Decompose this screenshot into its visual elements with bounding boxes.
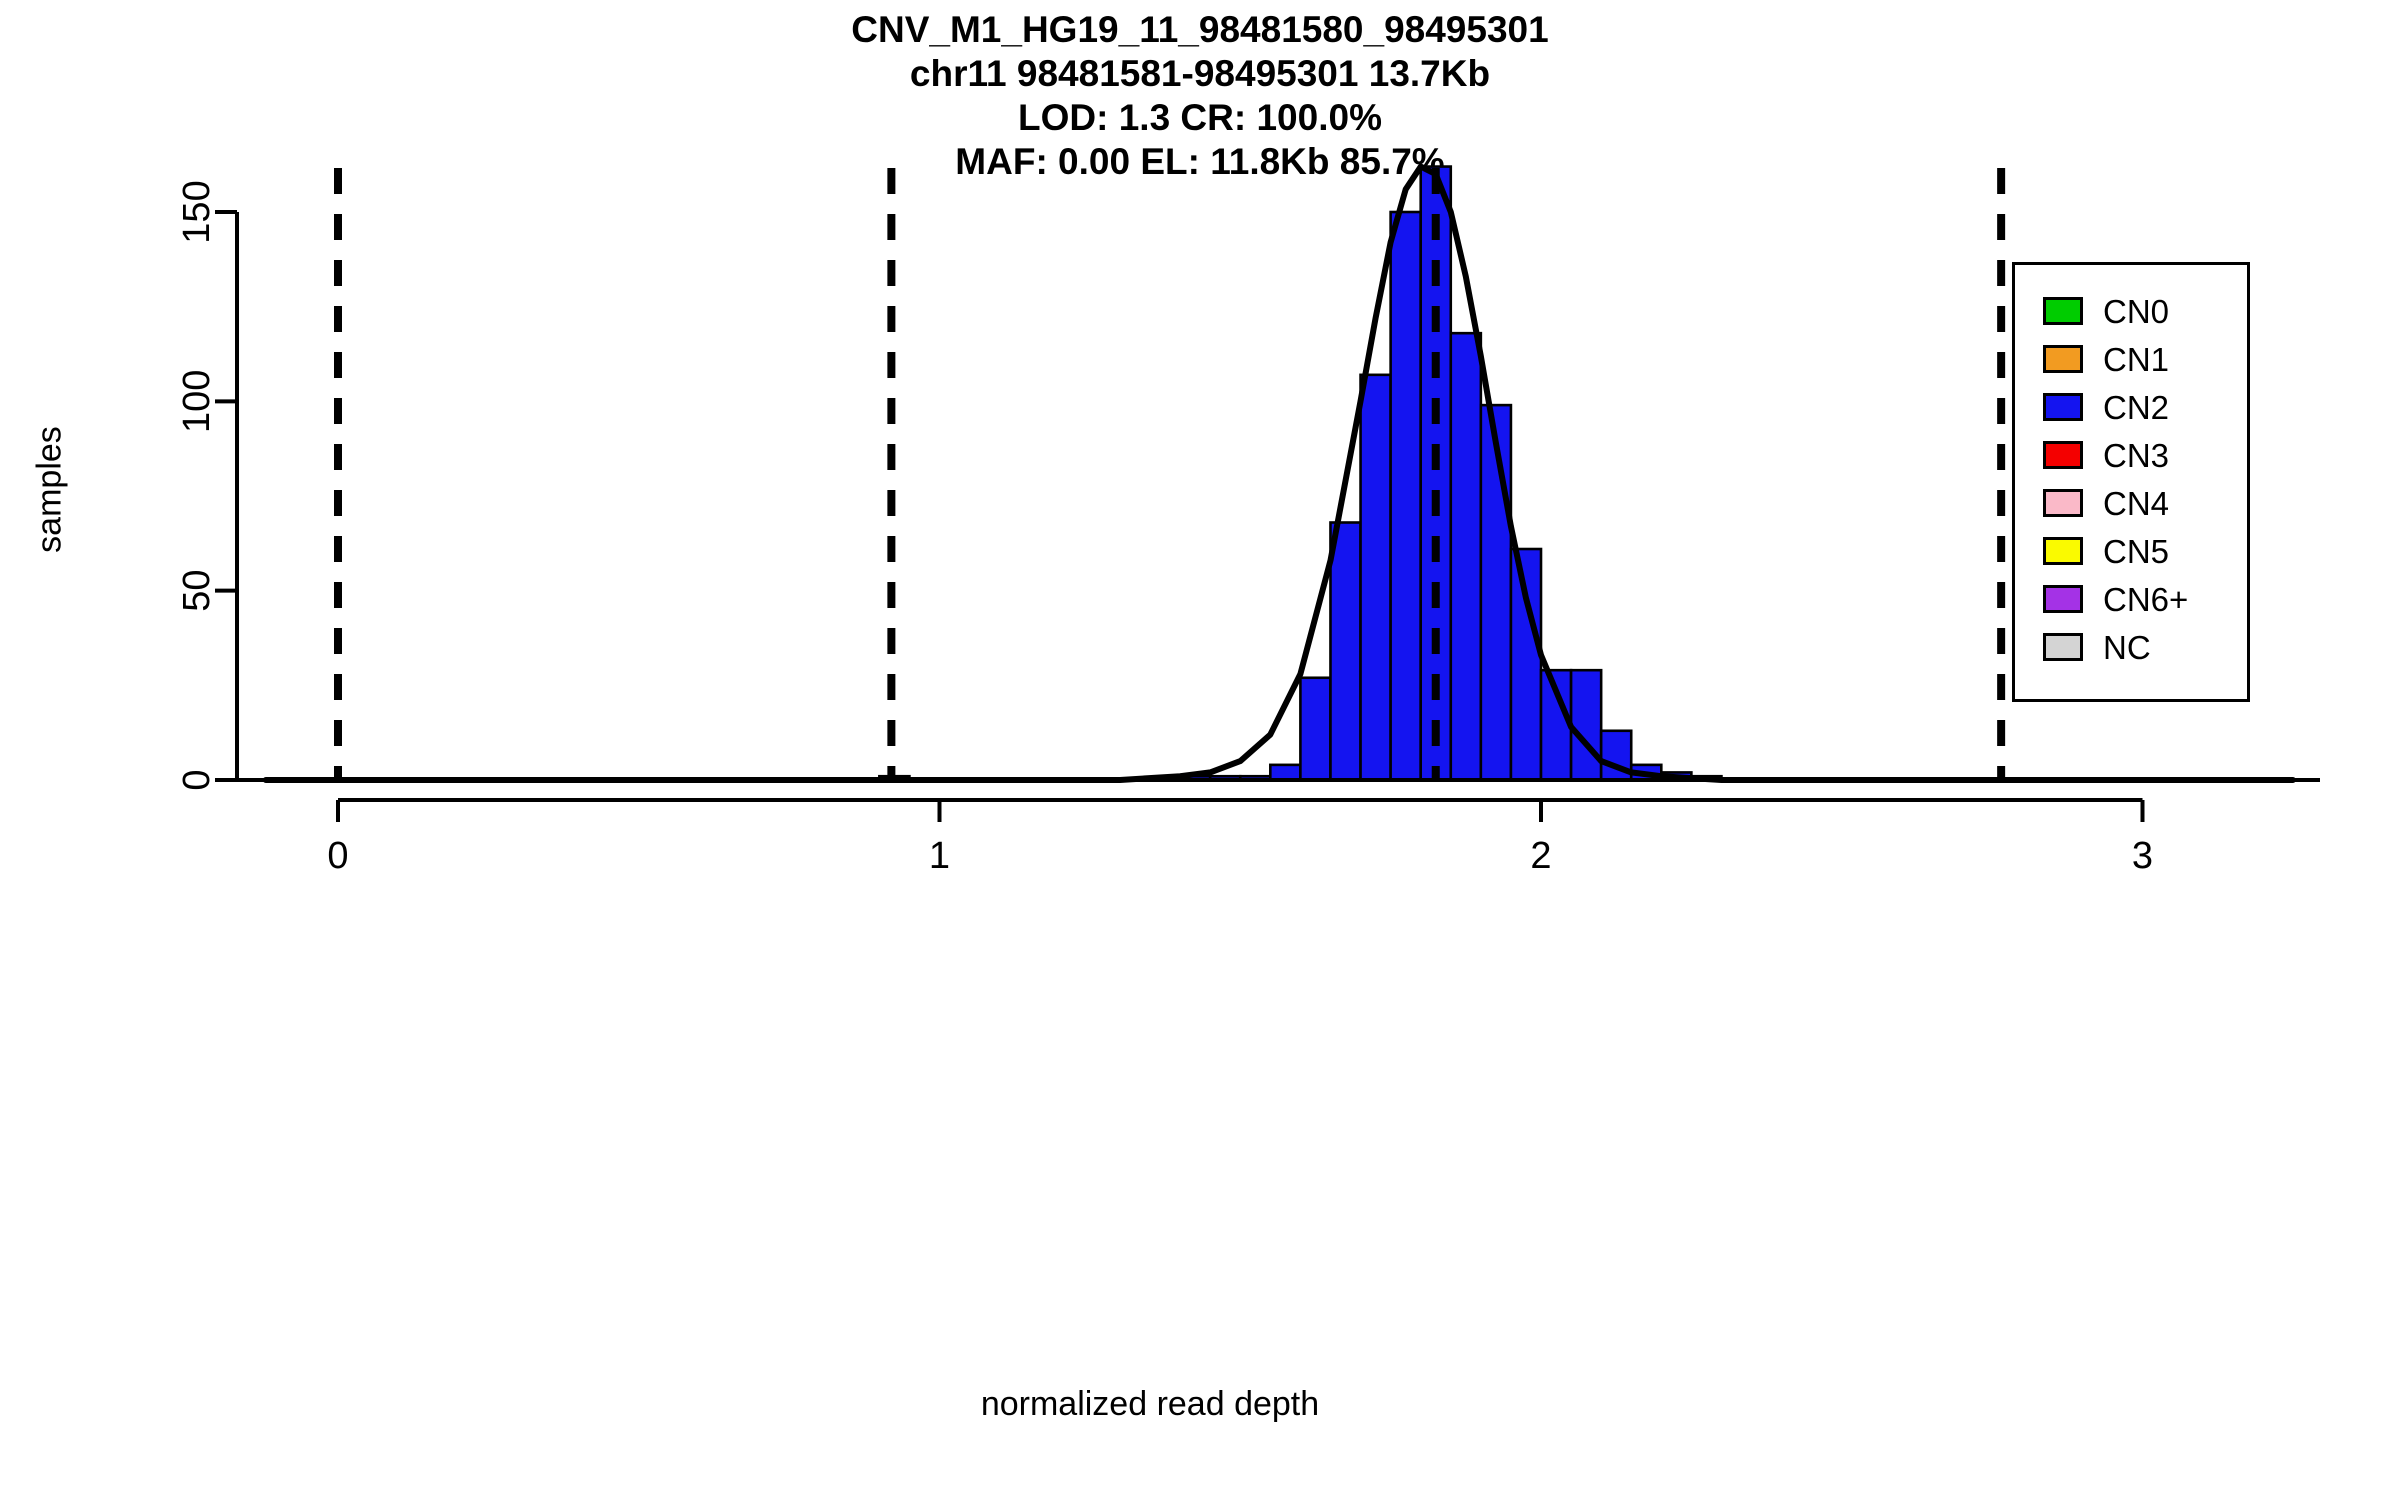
histogram-bar: [1449, 331, 1483, 782]
legend-swatch-icon: [2043, 585, 2083, 613]
y-tick-label: 150: [176, 180, 218, 243]
histogram-bar: [1299, 676, 1332, 782]
y-tick-label: 100: [176, 370, 218, 433]
x-tick-labels: 0 1 2 3: [327, 835, 2153, 877]
legend-label: CN3: [2103, 436, 2170, 474]
y-tick-labels: 0 50 100 150: [176, 180, 218, 790]
density-curve-path: [262, 163, 2296, 783]
cn-threshold-lines: [334, 168, 2006, 780]
legend-item-cn0: CN0: [2043, 287, 2247, 335]
histogram-bar: [1359, 373, 1392, 782]
legend-swatch-icon: [2043, 441, 2083, 469]
legend-label: CN4: [2103, 484, 2170, 522]
x-tick-label: 2: [1530, 835, 1551, 877]
x-tick-label: 0: [327, 835, 348, 877]
legend-label: NC: [2103, 628, 2151, 666]
legend-swatch-icon: [2043, 297, 2083, 325]
legend-item-cn5: CN5: [2043, 527, 2247, 575]
y-tick-label: 0: [176, 769, 218, 790]
legend-label: CN1: [2103, 340, 2170, 378]
histogram-bar: [1329, 521, 1362, 782]
density-curve: [262, 163, 2296, 783]
legend-item-cn2: CN2: [2043, 383, 2247, 431]
histogram-bar: [1479, 403, 1513, 782]
histogram-bar: [1569, 668, 1603, 782]
y-axis-label: samples: [30, 426, 69, 553]
legend-swatch-icon: [2043, 633, 2083, 661]
histogram-bar: [1389, 210, 1423, 782]
y-tick-label: 50: [176, 570, 218, 612]
legend-label: CN2: [2103, 388, 2170, 426]
histogram-bars: [878, 165, 1723, 782]
legend-item-cn3: CN3: [2043, 431, 2247, 479]
legend-label: CN5: [2103, 532, 2170, 570]
legend: CN0 CN1 CN2 CN3 CN4 CN5 CN6+ NC: [2012, 262, 2250, 702]
x-tick-label: 1: [929, 835, 950, 877]
legend-swatch-icon: [2043, 489, 2083, 517]
x-tick-label: 3: [2132, 835, 2153, 877]
legend-swatch-icon: [2043, 537, 2083, 565]
legend-swatch-icon: [2043, 345, 2083, 373]
x-axis-label: normalized read depth: [980, 1385, 1320, 1423]
legend-item-nc: NC: [2043, 623, 2247, 671]
legend-label: CN6+: [2103, 580, 2189, 618]
legend-item-cn4: CN4: [2043, 479, 2247, 527]
legend-swatch-icon: [2043, 393, 2083, 421]
legend-item-cn1: CN1: [2043, 335, 2247, 383]
legend-item-cn6plus: CN6+: [2043, 575, 2247, 623]
histogram-bar: [1269, 763, 1302, 782]
legend-label: CN0: [2103, 292, 2170, 330]
axis-lines: [215, 210, 2320, 822]
